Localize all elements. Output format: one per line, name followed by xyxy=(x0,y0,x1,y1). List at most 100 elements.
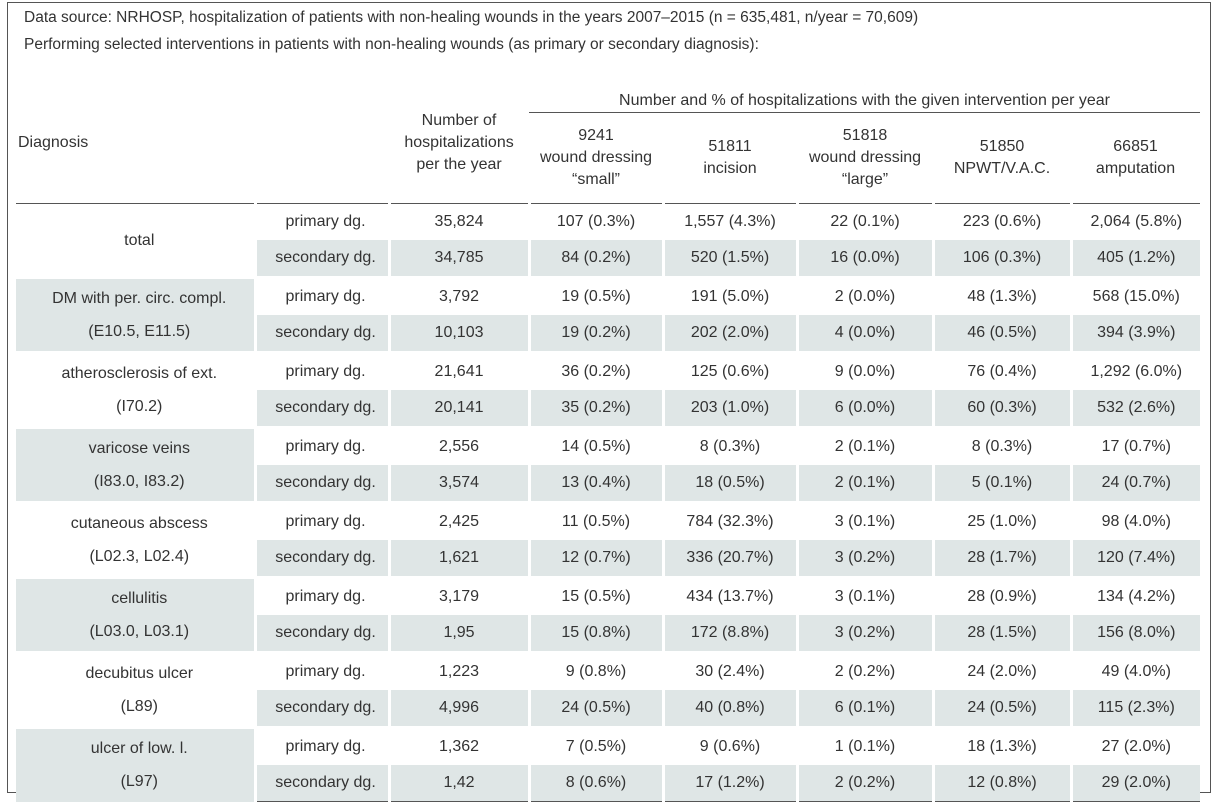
diagnosis-code: (I70.2) xyxy=(116,398,163,415)
value-cell: 1,223 xyxy=(387,651,530,690)
value-cell: 19 (0.5%) xyxy=(527,276,664,315)
diagnosis-cell: cellulitis (L03.0, L03.1) xyxy=(16,576,255,653)
value-cell: 191 (5.0%) xyxy=(661,276,798,315)
value-cell: 8 (0.3%) xyxy=(931,426,1072,465)
diagnosis-type-cell: secondary dg. xyxy=(253,615,390,653)
diagnosis-type-cell: secondary dg. xyxy=(253,690,390,728)
value-cell: 1,42 xyxy=(387,765,530,802)
value-cell: 3 (0.1%) xyxy=(795,501,934,540)
diagnosis-cell: DM with per. circ. compl. (E10.5, E11.5) xyxy=(16,276,255,353)
value-cell: 434 (13.7%) xyxy=(661,576,798,615)
value-cell: 9 (0.6%) xyxy=(661,726,798,765)
value-cell: 107 (0.3%) xyxy=(527,203,664,240)
value-cell: 4 (0.0%) xyxy=(795,315,934,353)
value-cell: 24 (0.7%) xyxy=(1069,465,1201,503)
diagnosis-name: cellulitis xyxy=(111,590,168,607)
value-cell: 16 (0.0%) xyxy=(795,240,934,278)
value-cell: 106 (0.3%) xyxy=(931,240,1072,278)
value-cell: 2 (0.1%) xyxy=(795,465,934,503)
value-cell: 115 (2.3%) xyxy=(1069,690,1201,728)
value-cell: 405 (1.2%) xyxy=(1069,240,1201,278)
value-cell: 3 (0.2%) xyxy=(795,615,934,653)
value-cell: 27 (2.0%) xyxy=(1069,726,1201,765)
value-cell: 394 (3.9%) xyxy=(1069,315,1201,353)
value-cell: 2 (0.1%) xyxy=(795,426,934,465)
table-row: DM with per. circ. compl. (E10.5, E11.5) p… xyxy=(16,276,1201,353)
table-row: ulcer of low. l. (L97) primary dg. 1,362 7 (… xyxy=(16,726,1201,802)
value-cell: 11 (0.5%) xyxy=(527,501,664,540)
value-cell: 18 (1.3%) xyxy=(931,726,1072,765)
value-cell: 2 (0.2%) xyxy=(795,651,934,690)
diagnosis-name: total xyxy=(124,231,155,249)
value-cell: 156 (8.0%) xyxy=(1069,615,1201,653)
value-cell: 2,556 xyxy=(387,426,530,465)
value-cell: 35,824 xyxy=(387,203,530,240)
value-cell: 24 (0.5%) xyxy=(527,690,664,728)
value-cell: 24 (2.0%) xyxy=(931,651,1072,690)
value-cell: 84 (0.2%) xyxy=(527,240,664,278)
value-cell: 15 (0.8%) xyxy=(527,615,664,653)
intervention-code: 51850 xyxy=(979,138,1025,155)
value-cell: 5 (0.1%) xyxy=(931,465,1072,503)
intervention-header-1: 51811 incision xyxy=(663,112,798,204)
value-cell: 134 (4.2%) xyxy=(1069,576,1201,615)
value-cell: 30 (2.4%) xyxy=(661,651,798,690)
intervention-code: 9241 xyxy=(578,127,614,144)
diagnosis-type-cell: primary dg. xyxy=(253,276,390,315)
diagnosis-name: decubitus ulcer xyxy=(85,665,194,682)
diagnosis-cell: cutaneous abscess (L02.3, L02.4) xyxy=(16,501,255,578)
value-cell: 9 (0.8%) xyxy=(527,651,664,690)
diagnosis-type-cell: primary dg. xyxy=(253,351,390,390)
value-cell: 35 (0.2%) xyxy=(527,390,664,428)
table-row: secondary dg. 34,785 84 (0.2%) 520 (1.5%) 16… xyxy=(16,240,1201,278)
value-cell: 18 (0.5%) xyxy=(661,465,798,503)
value-cell: 1,362 xyxy=(387,726,530,765)
diagnosis-type-cell: secondary dg. xyxy=(253,540,390,578)
value-cell: 1,621 xyxy=(387,540,530,578)
value-cell: 3 (0.1%) xyxy=(795,576,934,615)
value-cell: 36 (0.2%) xyxy=(527,351,664,390)
value-cell: 25 (1.0%) xyxy=(931,501,1072,540)
value-cell: 568 (15.0%) xyxy=(1069,276,1201,315)
value-cell: 6 (0.1%) xyxy=(795,690,934,728)
table-row: secondary dg. 1,42 8 (0.6%) 17 (1.2%) 2 (0.2… xyxy=(16,765,1201,802)
value-cell: 29 (2.0%) xyxy=(1069,765,1201,802)
table-row: varicose veins (I83.0, I83.2) primary dg. 2… xyxy=(16,426,1201,503)
value-cell: 40 (0.8%) xyxy=(661,690,798,728)
value-cell: 2,425 xyxy=(387,501,530,540)
value-cell: 3,179 xyxy=(387,576,530,615)
value-cell: 125 (0.6%) xyxy=(661,351,798,390)
diagnosis-type-cell: secondary dg. xyxy=(253,240,390,278)
table-row: secondary dg. 4,996 24 (0.5%) 40 (0.8%) 6 (0… xyxy=(16,690,1201,728)
table-row: secondary dg. 1,95 15 (0.8%) 172 (8.8%) 3 (0… xyxy=(16,615,1201,653)
caption-description: Performing selected interventions in pat… xyxy=(24,36,759,53)
table-row: decubitus ulcer (L89) primary dg. 1,223 9 (0… xyxy=(16,651,1201,728)
intervention-header-2: 51818 wound dressing “large” xyxy=(797,112,934,204)
interventions-table: Diagnosis Number of hospitalizations per… xyxy=(16,82,1201,802)
table-row: secondary dg. 1,621 12 (0.7%) 336 (20.7%) 3 … xyxy=(16,540,1201,578)
value-cell: 3,792 xyxy=(387,276,530,315)
value-cell: 14 (0.5%) xyxy=(527,426,664,465)
diagnosis-type-cell: primary dg. xyxy=(253,203,390,240)
value-cell: 17 (0.7%) xyxy=(1069,426,1201,465)
value-cell: 21,641 xyxy=(387,351,530,390)
intervention-code: 66851 xyxy=(1113,138,1158,155)
intervention-code: 51811 xyxy=(708,138,752,155)
intervention-name: incision xyxy=(703,160,757,177)
value-cell: 1 (0.1%) xyxy=(795,726,934,765)
diagnosis-type-cell: secondary dg. xyxy=(253,315,390,353)
value-cell: 34,785 xyxy=(387,240,530,278)
value-cell: 17 (1.2%) xyxy=(661,765,798,802)
value-cell: 76 (0.4%) xyxy=(931,351,1072,390)
diagnosis-name: atherosclerosis of ext. xyxy=(61,365,218,382)
caption-data-source: Data source: NRHOSP, hospitalization of … xyxy=(24,9,919,26)
diagnosis-type-cell: primary dg. xyxy=(253,501,390,540)
value-cell: 15 (0.5%) xyxy=(527,576,664,615)
value-cell: 12 (0.7%) xyxy=(527,540,664,578)
diagnosis-cell: varicose veins (I83.0, I83.2) xyxy=(16,426,255,503)
value-cell: 1,557 (4.3%) xyxy=(661,203,798,240)
diagnosis-name: ulcer of low. l. xyxy=(90,740,188,758)
value-cell: 22 (0.1%) xyxy=(795,203,934,240)
value-cell: 9 (0.0%) xyxy=(795,351,934,390)
diagnosis-code: (L02.3, L02.4) xyxy=(89,548,190,565)
